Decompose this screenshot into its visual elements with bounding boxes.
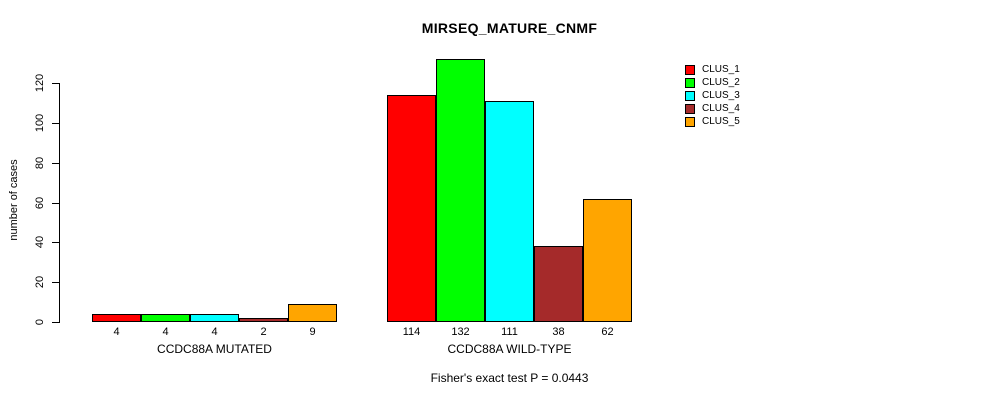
group-label: CCDC88A WILD-TYPE	[447, 342, 572, 356]
bar-clus_1-mutated	[92, 314, 141, 322]
y-tick-label: 40	[34, 235, 46, 249]
bar-clus_3-mutated	[190, 314, 239, 322]
y-axis-title: number of cases	[8, 159, 20, 241]
bar-value-label: 9	[309, 326, 316, 338]
bar-clus_2-wild-type	[436, 59, 485, 322]
bar-value-label: 132	[451, 326, 470, 338]
bar-clus_4-mutated	[239, 318, 288, 322]
y-tick	[52, 163, 59, 164]
legend-item-clus_3: CLUS_3	[685, 89, 740, 102]
bar-clus_5-wild-type	[583, 199, 632, 322]
bar-clus_2-mutated	[141, 314, 190, 322]
legend-swatch-icon	[685, 103, 695, 114]
legend-item-clus_1: CLUS_1	[685, 63, 740, 76]
bar-clus_5-mutated	[288, 304, 337, 322]
bar-clus_4-wild-type	[534, 246, 583, 322]
legend-item-clus_5: CLUS_5	[685, 115, 740, 128]
y-tick-label: 80	[34, 156, 46, 170]
legend-label: CLUS_5	[702, 116, 740, 127]
legend-label: CLUS_3	[702, 90, 740, 101]
y-tick	[52, 203, 59, 204]
group-label: CCDC88A MUTATED	[157, 342, 272, 356]
y-tick	[52, 322, 59, 323]
bar-value-label: 2	[260, 326, 267, 338]
bar-value-label: 4	[113, 326, 120, 338]
y-axis-line	[59, 83, 60, 323]
bar-value-label: 4	[162, 326, 169, 338]
legend-swatch-icon	[685, 77, 695, 88]
y-tick	[52, 123, 59, 124]
chart-title: MIRSEQ_MATURE_CNMF	[421, 20, 598, 36]
bar-value-label: 114	[402, 326, 421, 338]
legend-label: CLUS_1	[702, 64, 740, 75]
y-tick-label: 20	[34, 275, 46, 289]
footnote: Fisher's exact test P = 0.0443	[430, 371, 589, 385]
legend-swatch-icon	[685, 64, 695, 75]
legend-item-clus_2: CLUS_2	[685, 76, 740, 89]
y-tick	[52, 83, 59, 84]
bar-value-label: 38	[552, 326, 565, 338]
bar-clus_1-wild-type	[387, 95, 436, 322]
legend-swatch-icon	[685, 116, 695, 127]
bar-clus_3-wild-type	[485, 101, 534, 322]
y-tick-label: 120	[34, 73, 46, 93]
y-tick	[52, 242, 59, 243]
bar-value-label: 4	[211, 326, 218, 338]
legend-swatch-icon	[685, 90, 695, 101]
legend-label: CLUS_2	[702, 77, 740, 88]
y-tick-label: 60	[34, 196, 46, 210]
legend: CLUS_1 CLUS_2 CLUS_3 CLUS_4 CLUS_5	[685, 63, 740, 128]
legend-item-clus_4: CLUS_4	[685, 102, 740, 115]
bar-value-label: 111	[501, 326, 518, 338]
bar-value-label: 62	[601, 326, 614, 338]
y-tick	[52, 282, 59, 283]
y-tick-label: 100	[34, 113, 46, 133]
legend-label: CLUS_4	[702, 103, 740, 114]
y-tick-label: 0	[34, 318, 46, 326]
